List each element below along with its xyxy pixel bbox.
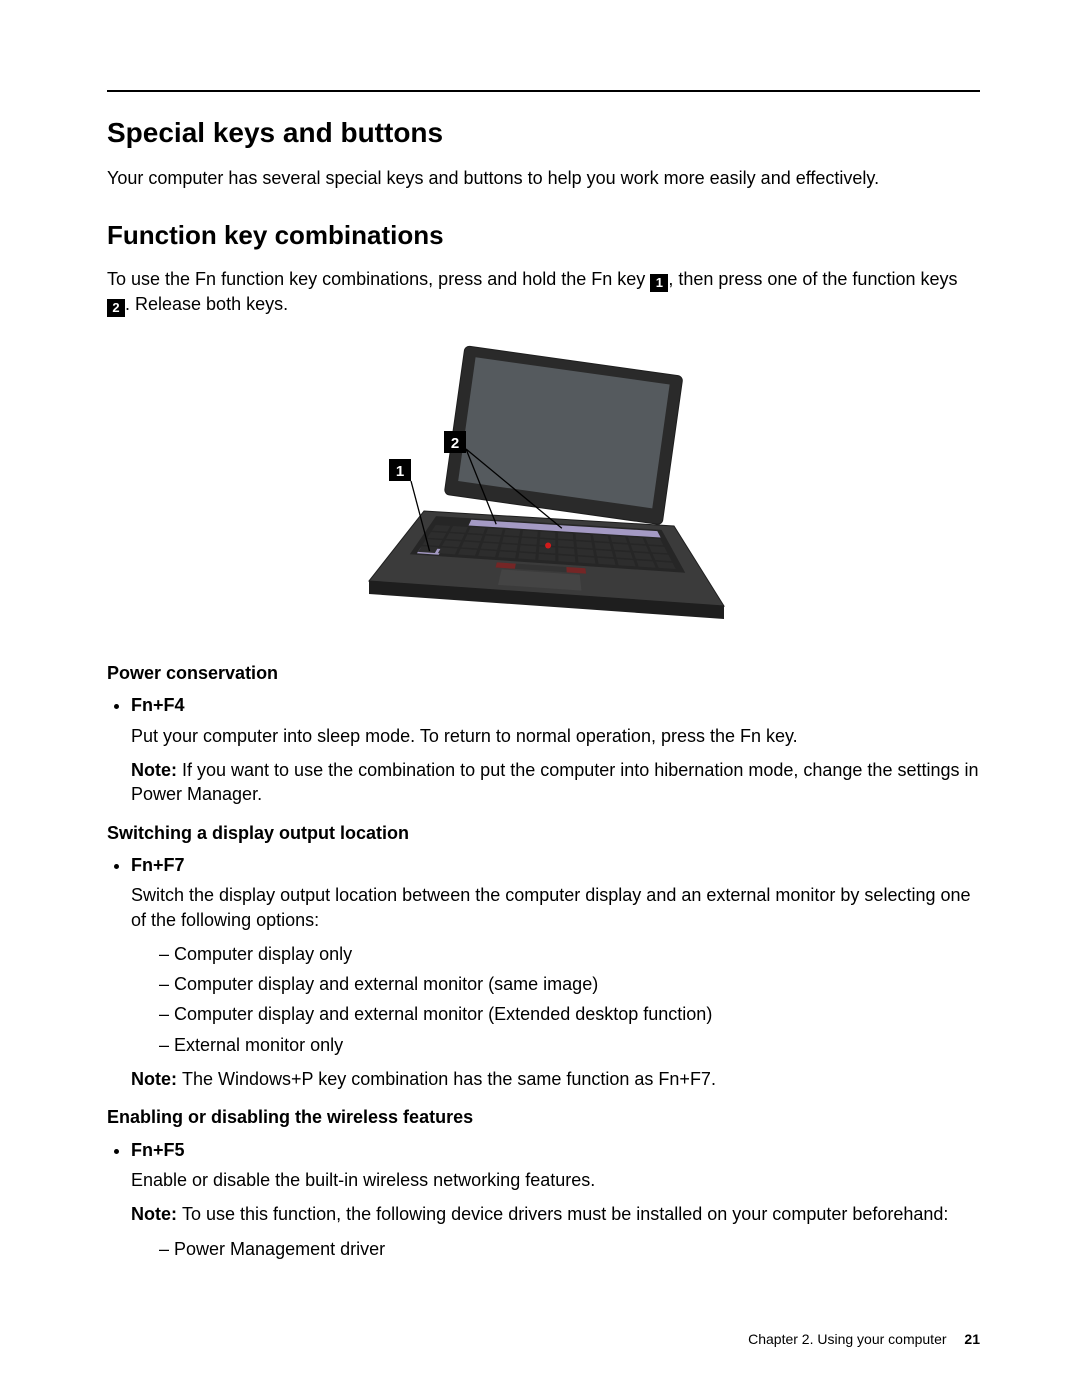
group-list: Fn+F5 Enable or disable the built-in wire…	[107, 1138, 980, 1261]
document-page: Special keys and buttons Your computer h…	[0, 0, 1080, 1397]
fn-item: Fn+F7 Switch the display output location …	[131, 853, 980, 1091]
fn-body: Enable or disable the built-in wireless …	[131, 1168, 980, 1192]
fn-intro-mid: , then press one of the function keys	[668, 269, 957, 289]
section-intro: Your computer has several special keys a…	[107, 166, 980, 190]
fn-intro: To use the Fn function key combinations,…	[107, 267, 980, 317]
group-heading: Switching a display output location	[107, 821, 980, 845]
fn-item: Fn+F5 Enable or disable the built-in wire…	[131, 1138, 980, 1261]
fn-option: Computer display only	[159, 942, 980, 966]
fn-option: Power Management driver	[159, 1237, 980, 1261]
fn-note: Note: To use this function, the followin…	[131, 1202, 980, 1226]
fn-option: Computer display and external monitor (E…	[159, 1002, 980, 1026]
svg-text:2: 2	[450, 435, 458, 452]
group-heading: Enabling or disabling the wireless featu…	[107, 1105, 980, 1129]
note-label: Note:	[131, 760, 182, 780]
callout-1-inline: 1	[650, 274, 668, 292]
laptop-illustration: 12	[344, 331, 744, 631]
fn-intro-post: . Release both keys.	[125, 294, 288, 314]
callout-2-inline: 2	[107, 299, 125, 317]
fn-note: Note: The Windows+P key combination has …	[131, 1067, 980, 1091]
section-title: Special keys and buttons	[107, 114, 980, 152]
fn-options: Computer display only Computer display an…	[131, 942, 980, 1057]
fn-key-combo: Fn+F4	[131, 695, 185, 715]
fn-item: Fn+F4 Put your computer into sleep mode. …	[131, 693, 980, 806]
fn-note: Note: If you want to use the combination…	[131, 758, 980, 807]
laptop-figure: 12	[107, 331, 980, 631]
page-footer: Chapter 2. Using your computer 21	[748, 1330, 980, 1349]
fn-option: Computer display and external monitor (s…	[159, 972, 980, 996]
fn-groups: Power conservation Fn+F4 Put your computer…	[107, 661, 980, 1261]
svg-text:1: 1	[395, 463, 403, 480]
footer-page-number: 21	[964, 1331, 980, 1347]
subsection-title: Function key combinations	[107, 218, 980, 253]
group-list: Fn+F4 Put your computer into sleep mode. …	[107, 693, 980, 806]
note-label: Note:	[131, 1204, 182, 1224]
fn-intro-pre: To use the Fn function key combinations,…	[107, 269, 650, 289]
fn-key-combo: Fn+F7	[131, 855, 185, 875]
group-heading: Power conservation	[107, 661, 980, 685]
top-rule	[107, 90, 980, 92]
group-list: Fn+F7 Switch the display output location …	[107, 853, 980, 1091]
fn-key-combo: Fn+F5	[131, 1140, 185, 1160]
fn-body: Switch the display output location betwe…	[131, 883, 980, 932]
fn-option: External monitor only	[159, 1033, 980, 1057]
note-label: Note:	[131, 1069, 182, 1089]
fn-body: Put your computer into sleep mode. To re…	[131, 724, 980, 748]
footer-chapter: Chapter 2. Using your computer	[748, 1331, 946, 1347]
fn-options: Power Management driver	[131, 1237, 980, 1261]
